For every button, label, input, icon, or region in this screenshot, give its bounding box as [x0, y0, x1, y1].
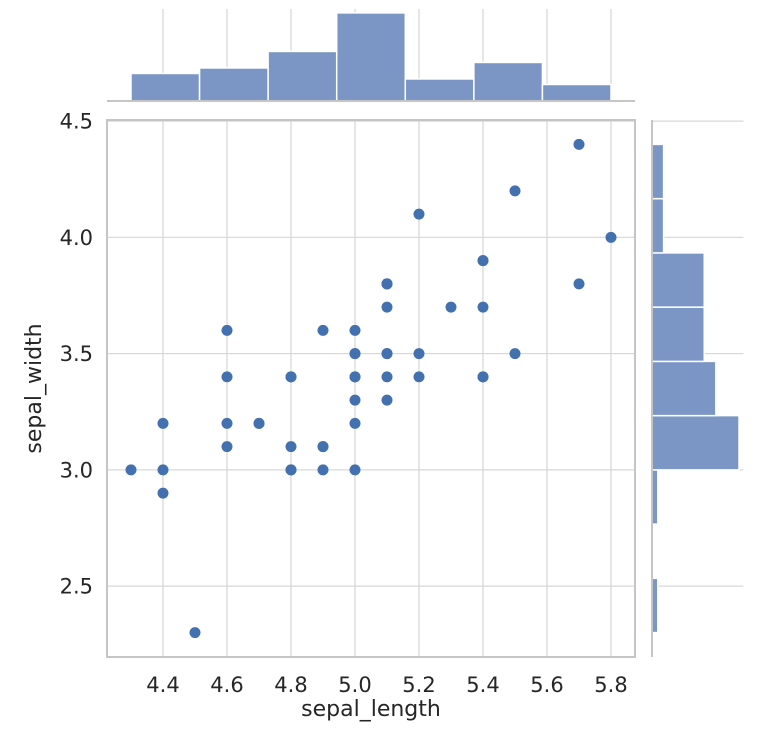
right-hist-bar	[651, 252, 705, 308]
top-hist-bar	[541, 83, 612, 102]
top-hist-bar	[473, 61, 544, 102]
right-hist-bar	[651, 306, 705, 363]
scatter-point	[381, 301, 393, 313]
scatter-point	[285, 371, 297, 383]
x-axis-label: sepal_length	[301, 697, 441, 722]
right-hist-bar	[651, 414, 740, 471]
scatter-point	[317, 324, 329, 336]
x-tick-label: 5.6	[530, 673, 563, 697]
x-tick-label: 4.4	[146, 673, 179, 697]
scatter-point	[381, 394, 393, 406]
top-hist-bar	[404, 78, 475, 102]
scatter-point	[157, 487, 169, 499]
scatter-point	[221, 371, 233, 383]
scatter-point	[381, 348, 393, 360]
scatter-point	[157, 417, 169, 429]
scatter-point	[221, 417, 233, 429]
right-hist-bar	[651, 197, 665, 254]
y-tick-labels: 4.5 4.0 3.5 3.0 2.5	[60, 110, 93, 599]
scatter-point	[477, 301, 489, 313]
scatter-point	[125, 464, 137, 476]
scatter-point	[221, 441, 233, 453]
scatter-point	[317, 441, 329, 453]
scatter-point	[573, 278, 585, 290]
main-axes-gridlines	[107, 120, 635, 657]
scatter-point	[509, 348, 521, 360]
x-tick-label: 5.4	[466, 673, 499, 697]
scatter-point	[253, 417, 265, 429]
scatter-point	[477, 255, 489, 267]
scatter-point	[381, 371, 393, 383]
scatter-point	[285, 441, 297, 453]
top-hist-bar	[335, 12, 407, 102]
scatter-point	[445, 301, 457, 313]
top-hist-bar	[267, 50, 338, 102]
scatter-point	[221, 324, 233, 336]
scatter-point	[285, 464, 297, 476]
right-hist-bar	[651, 143, 665, 200]
right-histogram-bars	[651, 143, 740, 634]
top-hist-bar	[198, 67, 269, 102]
y-tick-label: 4.0	[60, 226, 93, 250]
y-tick-label: 2.5	[60, 575, 93, 599]
scatter-point	[381, 278, 393, 290]
x-tick-label: 5.0	[338, 673, 371, 697]
axes-spines	[106, 100, 653, 658]
y-axis-label: sepal_width	[22, 323, 47, 453]
x-tick-labels: 4.4 4.6 4.8 5.0 5.2 5.4 5.6 5.8	[146, 673, 627, 697]
scatter-point	[349, 394, 361, 406]
scatter-point	[605, 231, 617, 243]
scatter-point	[349, 371, 361, 383]
y-tick-label: 3.0	[60, 458, 93, 482]
scatter-point	[413, 348, 425, 360]
scatter-point	[157, 464, 169, 476]
scatter-point	[413, 208, 425, 220]
y-tick-label: 3.5	[60, 342, 93, 366]
x-tick-label: 4.6	[210, 673, 243, 697]
x-tick-label: 5.2	[402, 673, 435, 697]
scatter-point	[189, 627, 201, 639]
right-hist-bar	[651, 360, 717, 417]
scatter-points	[125, 138, 617, 639]
scatter-point	[573, 138, 585, 150]
x-tick-label: 4.8	[274, 673, 307, 697]
top-hist-bar	[130, 72, 201, 102]
scatter-point	[317, 464, 329, 476]
top-histogram-bars	[130, 12, 612, 102]
scatter-point	[349, 348, 361, 360]
scatter-point	[413, 371, 425, 383]
scatter-point	[477, 371, 489, 383]
main-axes-spine	[106, 119, 636, 658]
scatter-point	[349, 417, 361, 429]
scatter-point	[349, 324, 361, 336]
x-tick-label: 5.8	[594, 673, 627, 697]
scatter-point	[349, 464, 361, 476]
scatter-point	[509, 185, 521, 197]
y-tick-label: 4.5	[60, 110, 93, 134]
